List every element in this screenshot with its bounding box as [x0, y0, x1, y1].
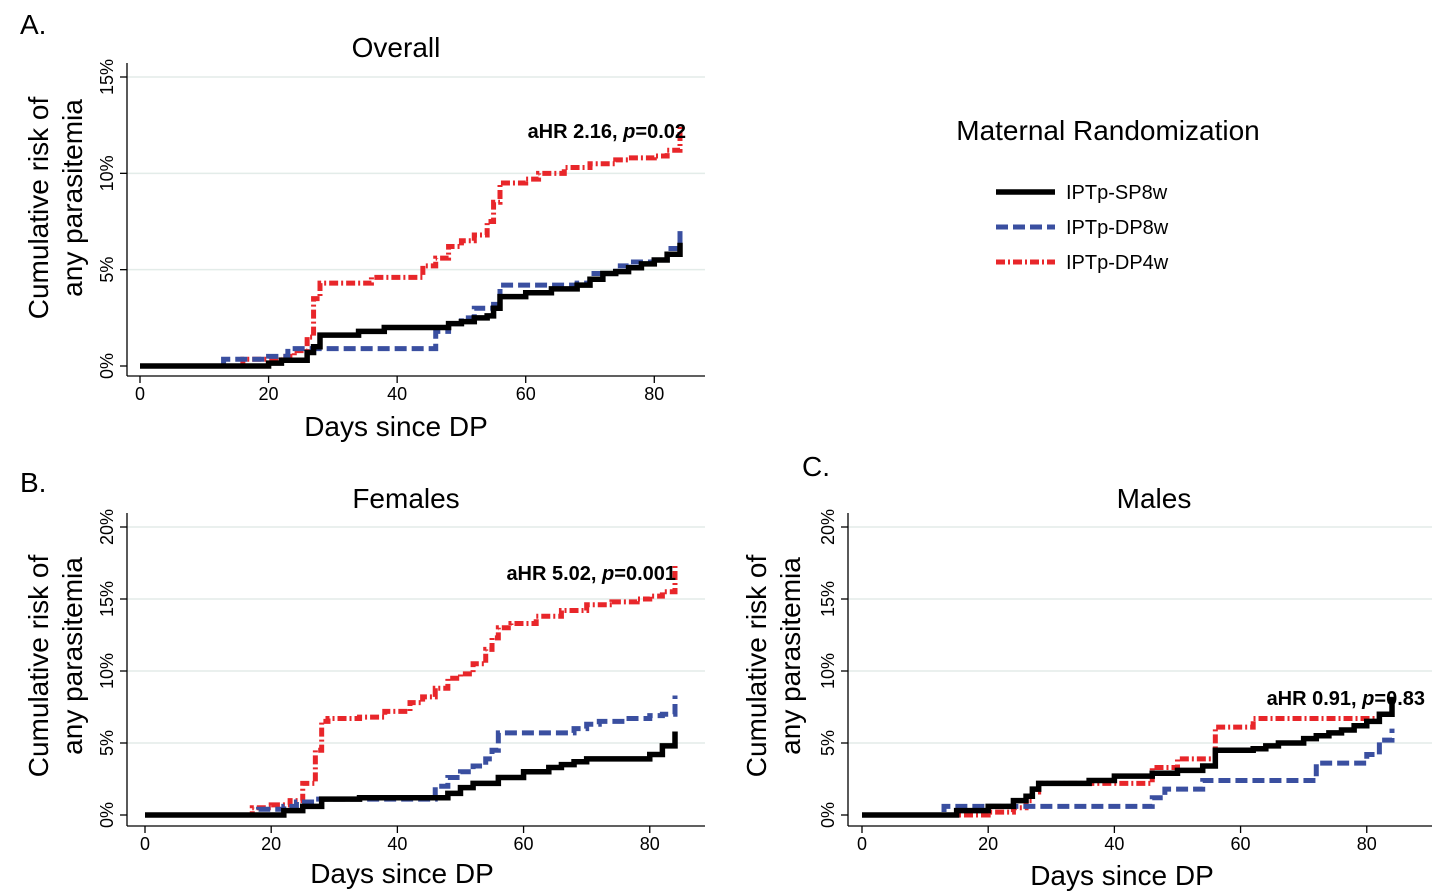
y-tick-label: 10%: [818, 653, 838, 689]
series-line-iptp-dp8w: [145, 695, 678, 818]
y-tick-label: 0%: [97, 802, 117, 828]
panel-b-title: Females: [352, 483, 459, 514]
panel-b-ylabel-line-2: any parasitemia: [57, 557, 88, 755]
x-tick-label: 20: [978, 834, 998, 854]
y-tick-label: 5%: [97, 257, 117, 283]
y-tick-label: 20%: [818, 509, 838, 545]
x-tick-label: 60: [516, 384, 536, 404]
panel-a-plot-area: 0% 5% 10% 15% 0 20 40 60 80 aHR 2.16, p=0.02: [97, 59, 705, 404]
legend-label-3: IPTp-DP4w: [1066, 252, 1169, 274]
panel-c-title: Males: [1117, 483, 1192, 514]
legend-item-2: IPTp-DP8w: [996, 217, 1169, 239]
y-tick-label: 10%: [97, 653, 117, 689]
x-tick-label: 80: [640, 834, 660, 854]
x-tick-label: 60: [1231, 834, 1251, 854]
y-tick-label: 0%: [97, 353, 117, 379]
x-tick-label: 40: [387, 834, 407, 854]
panel-a-ylabel-line-2: any parasitemia: [57, 99, 88, 297]
series-line-iptp-dp8w: [140, 231, 683, 369]
hazard-ratio-annotation: aHR 5.02, p=0.001: [506, 563, 676, 585]
panel-c-ylabel-line-2: any parasitemia: [775, 557, 806, 755]
series-line-iptp-dp8w: [862, 728, 1395, 818]
hazard-ratio-annotation: aHR 0.91, p=0.83: [1267, 688, 1425, 710]
panel-letter-a: A.: [20, 9, 46, 40]
x-tick-label: 0: [135, 384, 145, 404]
series-line-iptp-sp8w: [145, 731, 678, 818]
x-tick-label: 40: [387, 384, 407, 404]
y-tick-label: 10%: [97, 155, 117, 191]
panel-b-plot-area: 0% 5% 10% 15% 20% 0 20 40 60 80 aHR 5.02, p=0.001: [97, 509, 705, 854]
panel-b: B. Females Cumulative risk of any parasi…: [20, 467, 705, 889]
legend-item-3: IPTp-DP4w: [996, 252, 1169, 274]
panel-c: C. Males Cumulative risk of any parasite…: [741, 451, 1432, 891]
x-tick-label: 40: [1104, 834, 1124, 854]
panel-a: A. Overall Cumulative risk of any parasi…: [20, 9, 705, 442]
y-tick-label: 15%: [818, 581, 838, 617]
x-tick-label: 20: [261, 834, 281, 854]
x-tick-label: 80: [644, 384, 664, 404]
panel-c-plot-area: 0% 5% 10% 15% 20% 0 20 40 60 80 aHR 0.91, p=0.83: [818, 509, 1432, 854]
legend-label-1: IPTp-SP8w: [1066, 182, 1168, 204]
panel-b-ylabel-line-1: Cumulative risk of: [23, 555, 54, 778]
x-tick-label: 0: [140, 834, 150, 854]
panel-letter-b: B.: [20, 467, 46, 498]
panel-a-ylabel-line-1: Cumulative risk of: [23, 97, 54, 320]
x-tick-label: 80: [1357, 834, 1377, 854]
y-tick-label: 0%: [818, 802, 838, 828]
panel-c-xlabel: Days since DP: [1030, 860, 1214, 891]
y-tick-label: 5%: [818, 730, 838, 756]
y-tick-label: 5%: [97, 730, 117, 756]
series-line-iptp-dp4w: [145, 563, 678, 818]
series-line-iptp-sp8w: [140, 242, 683, 369]
x-tick-label: 0: [857, 834, 867, 854]
panel-letter-c: C.: [802, 451, 830, 482]
legend-item-1: IPTp-SP8w: [996, 182, 1168, 204]
legend: Maternal Randomization IPTp-SP8w IPTp-DP…: [956, 115, 1260, 274]
y-tick-label: 15%: [97, 59, 117, 95]
legend-title: Maternal Randomization: [956, 115, 1260, 146]
panel-b-xlabel: Days since DP: [310, 858, 494, 889]
panel-c-ylabel-line-1: Cumulative risk of: [741, 555, 772, 778]
panel-a-xlabel: Days since DP: [304, 411, 488, 442]
x-tick-label: 20: [259, 384, 279, 404]
y-tick-label: 20%: [97, 509, 117, 545]
series-line-iptp-dp4w: [862, 705, 1395, 818]
legend-label-2: IPTp-DP8w: [1066, 217, 1169, 239]
hazard-ratio-annotation: aHR 2.16, p=0.02: [528, 121, 686, 143]
series-line-iptp-dp4w: [140, 125, 683, 369]
panel-a-title: Overall: [352, 32, 441, 63]
y-tick-label: 15%: [97, 581, 117, 617]
x-tick-label: 60: [514, 834, 534, 854]
series-line-iptp-sp8w: [862, 696, 1395, 818]
